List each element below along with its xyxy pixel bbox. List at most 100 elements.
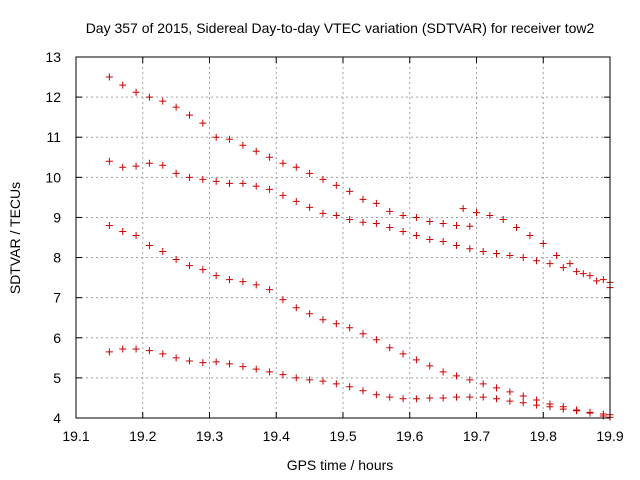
data-point (526, 231, 534, 239)
data-point (586, 408, 594, 416)
axis-ticks (75, 56, 611, 419)
data-point (306, 376, 314, 384)
data-point (573, 268, 581, 276)
data-point (239, 278, 247, 286)
data-point (145, 347, 153, 355)
data-point (399, 395, 407, 403)
data-point (499, 215, 507, 223)
data-point (452, 221, 460, 229)
data-point (306, 169, 314, 177)
data-point (372, 391, 380, 399)
chart-title: Day 357 of 2015, Sidereal Day-to-day VTE… (86, 20, 595, 36)
data-point (199, 119, 207, 127)
data-point (412, 356, 420, 364)
data-point (412, 395, 420, 403)
data-point (439, 368, 447, 376)
data-point (586, 272, 594, 280)
data-point (185, 262, 193, 270)
data-point (513, 223, 521, 231)
data-point (486, 211, 494, 219)
data-point (399, 211, 407, 219)
data-point (199, 359, 207, 367)
data-point (239, 179, 247, 187)
data-point (319, 209, 327, 217)
data-point (159, 97, 167, 105)
data-point (439, 219, 447, 227)
x-tick-label: 19.4 (263, 428, 290, 444)
data-point (593, 277, 601, 285)
data-point (292, 304, 300, 312)
data-point (332, 320, 340, 328)
data-point (252, 281, 260, 289)
data-point (533, 401, 541, 409)
data-point (212, 272, 220, 280)
data-point (493, 384, 501, 392)
data-point (426, 217, 434, 225)
data-point (145, 93, 153, 101)
data-point (252, 365, 260, 373)
x-tick-label: 19.7 (463, 428, 490, 444)
data-point (559, 264, 567, 272)
y-tick-label: 6 (53, 330, 61, 346)
data-point (346, 324, 354, 332)
data-point (172, 103, 180, 111)
data-point (386, 207, 394, 215)
data-point (533, 257, 541, 265)
data-point (466, 245, 474, 253)
data-point (539, 240, 547, 248)
data-point (132, 162, 140, 170)
data-point (119, 81, 127, 89)
data-point (105, 157, 113, 165)
data-point (185, 357, 193, 365)
data-point (266, 286, 274, 294)
data-point (252, 182, 260, 190)
data-point (386, 344, 394, 352)
data-point (466, 222, 474, 230)
data-point (359, 195, 367, 203)
x-axis-label: GPS time / hours (287, 457, 394, 473)
y-tick-label: 11 (46, 129, 61, 145)
data-point (132, 231, 140, 239)
data-point (479, 248, 487, 256)
data-point (185, 173, 193, 181)
data-point (292, 163, 300, 171)
data-point (479, 380, 487, 388)
data-point (439, 394, 447, 402)
data-point (119, 345, 127, 353)
x-tick-label: 19.3 (196, 428, 223, 444)
data-point (599, 410, 607, 418)
x-tick-label: 19.9 (596, 428, 623, 444)
data-point (319, 377, 327, 385)
data-point (386, 223, 394, 231)
data-point (412, 213, 420, 221)
y-tick-label: 10 (45, 169, 61, 185)
data-point (172, 169, 180, 177)
x-tick-label: 19.8 (530, 428, 557, 444)
data-point (332, 380, 340, 388)
data-point (519, 392, 527, 400)
data-point (306, 203, 314, 211)
data-point (579, 270, 587, 278)
data-point (266, 185, 274, 193)
data-point (119, 227, 127, 235)
data-point (239, 363, 247, 371)
data-point (426, 236, 434, 244)
data-point (239, 141, 247, 149)
y-tick-label: 4 (53, 410, 61, 426)
data-point (399, 227, 407, 235)
data-point (332, 211, 340, 219)
data-point (599, 276, 607, 284)
data-point (359, 387, 367, 395)
y-tick-label: 9 (53, 209, 61, 225)
data-point (473, 209, 480, 217)
data-point (332, 181, 340, 189)
data-point (466, 393, 474, 401)
data-point (226, 360, 234, 368)
data-point (319, 175, 327, 183)
data-point (266, 153, 274, 161)
data-point (452, 242, 460, 250)
series-series-2 (105, 157, 614, 286)
data-point (212, 177, 220, 185)
data-point (466, 376, 474, 384)
data-point (172, 256, 180, 264)
